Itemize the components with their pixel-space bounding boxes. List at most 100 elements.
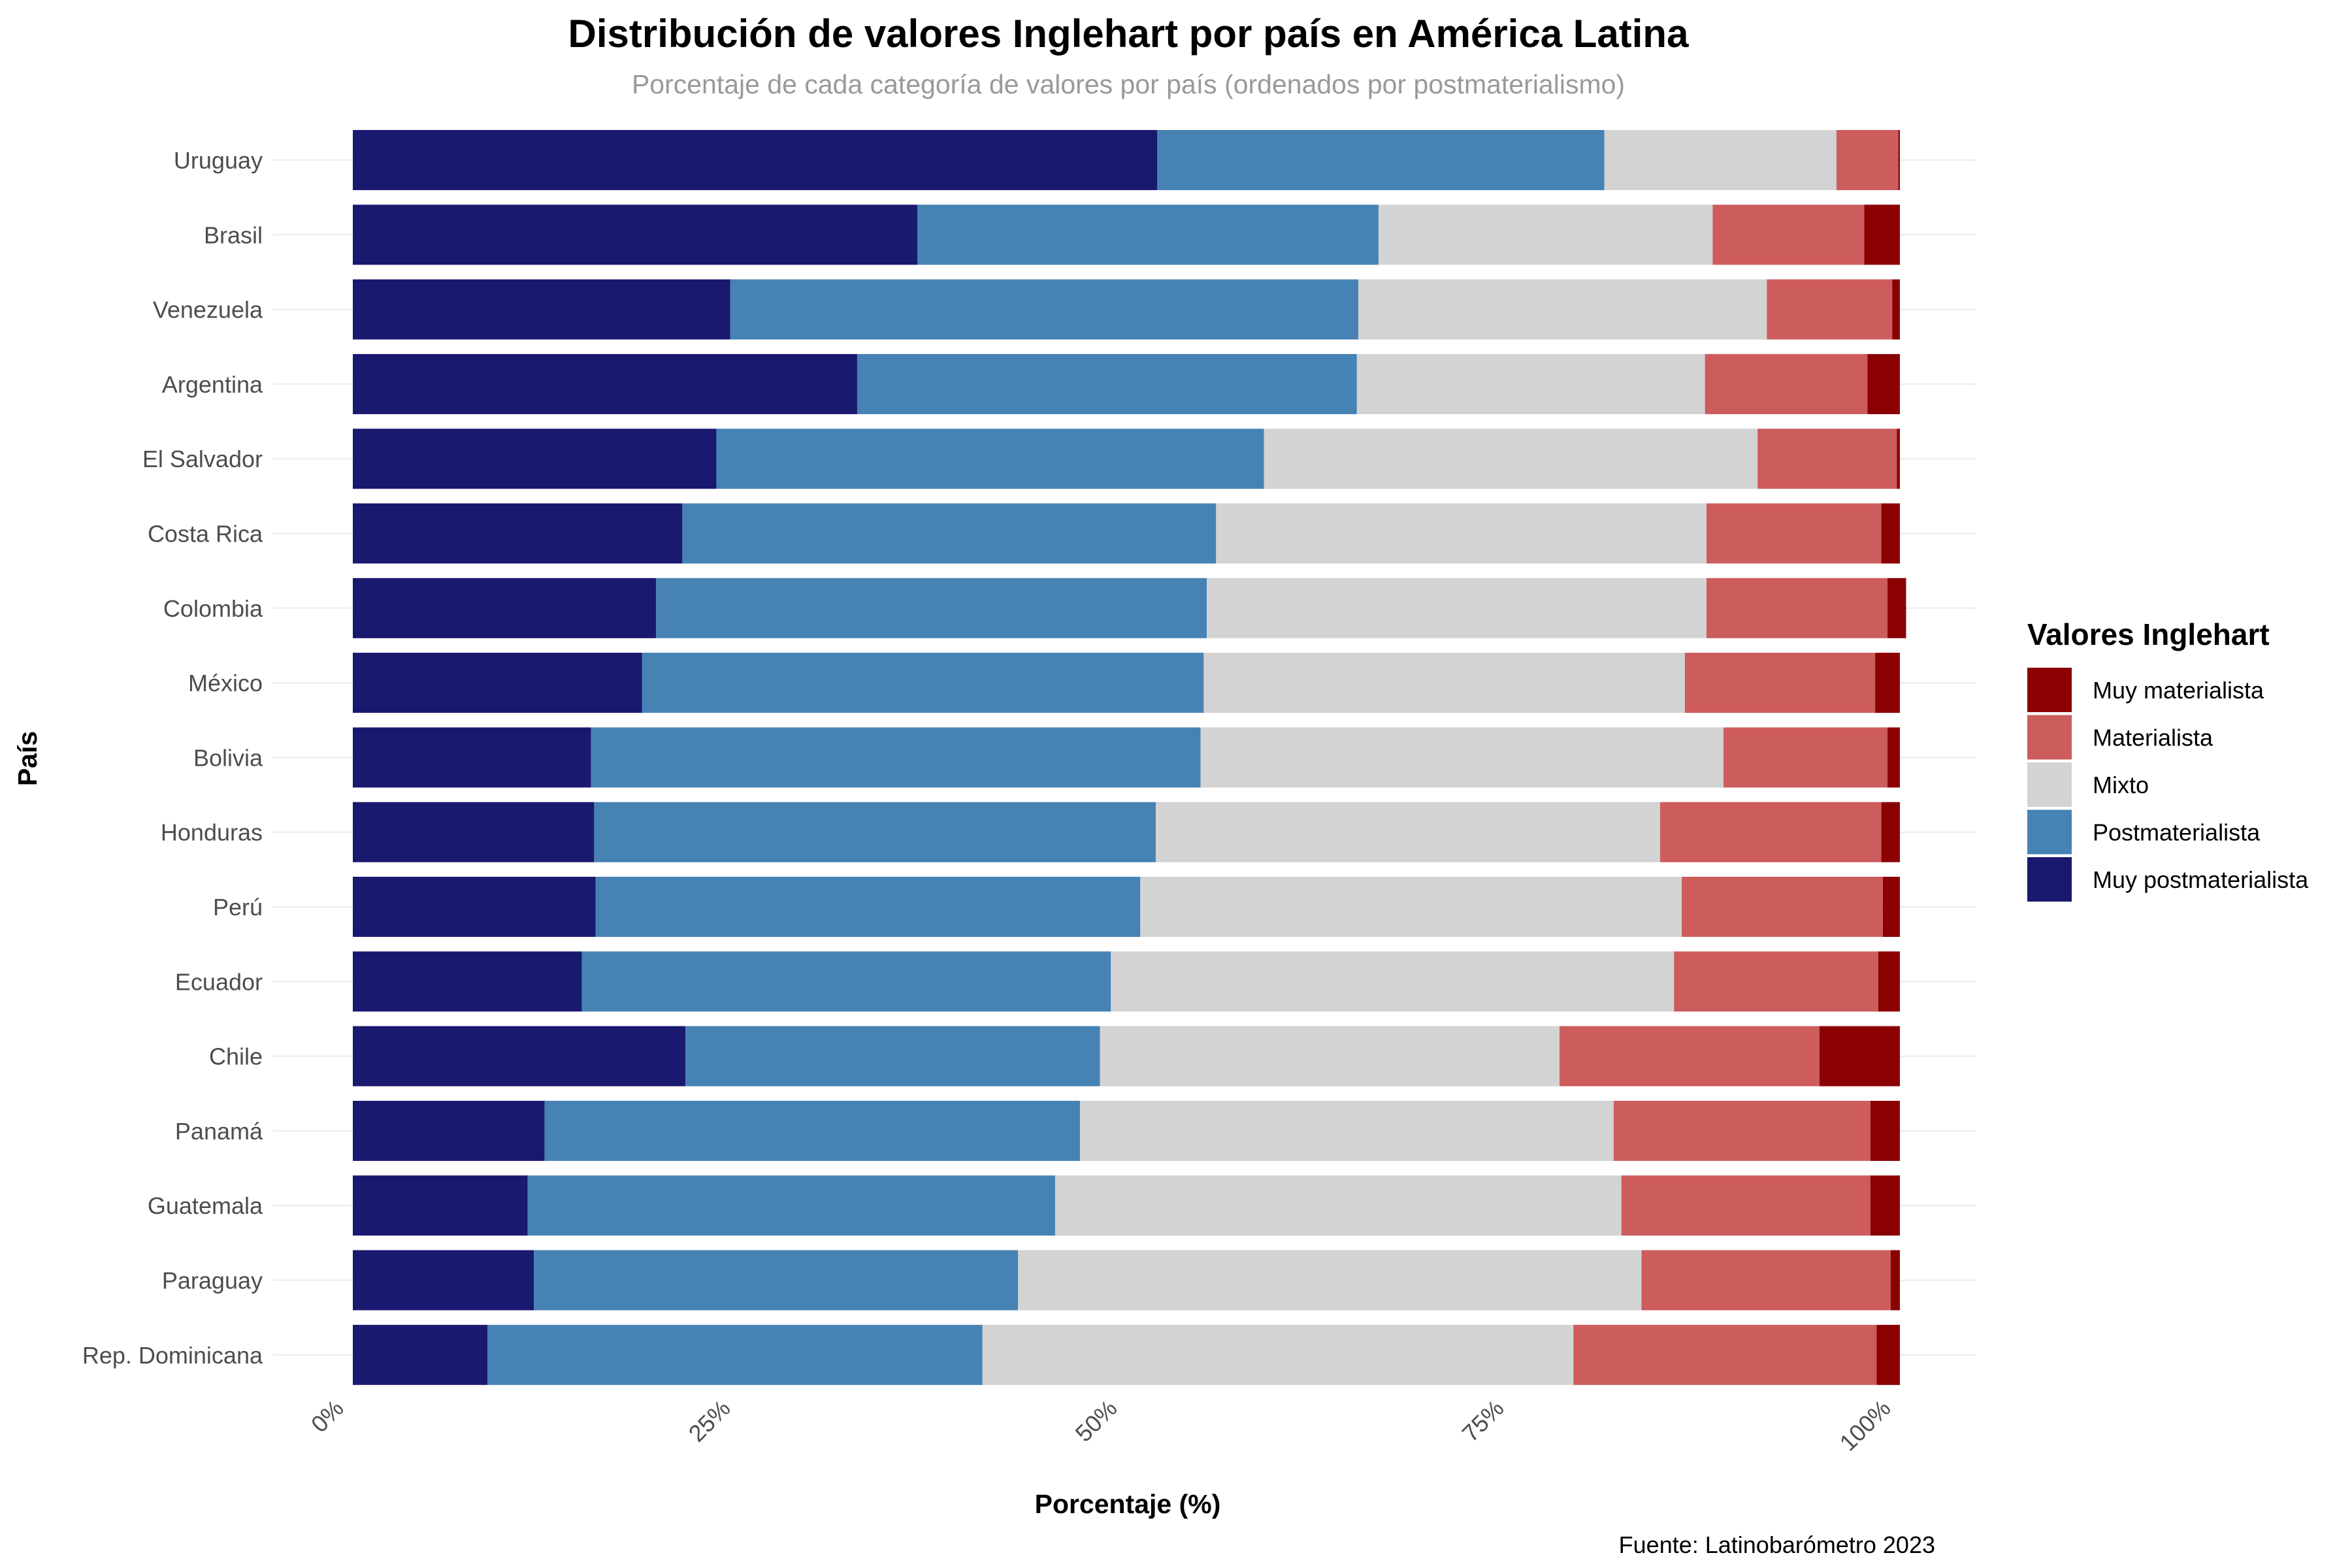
bar-segment	[544, 1100, 1080, 1161]
legend-label: Postmaterialista	[2093, 819, 2261, 846]
bar-segment	[527, 1175, 1056, 1236]
bar-segment	[1560, 1026, 1820, 1086]
bar-segment	[656, 578, 1207, 638]
bar-segment	[353, 802, 595, 862]
y-tick-label: Colombia	[163, 595, 263, 622]
y-tick-label: Uruguay	[174, 147, 263, 174]
bar-segment	[1819, 1026, 1900, 1086]
bar-segment	[1055, 1175, 1622, 1236]
bar-segment	[1876, 1324, 1900, 1385]
bar-segment	[1707, 503, 1882, 564]
y-tick-label: Honduras	[161, 819, 263, 846]
bar-segment	[353, 578, 657, 638]
legend-label: Muy materialista	[2093, 677, 2264, 704]
bar-segment	[1604, 130, 1837, 190]
y-tick-label: Chile	[209, 1043, 263, 1070]
bar-segment	[1200, 727, 1724, 788]
bar-segment	[1707, 578, 1888, 638]
y-tick-label: Perú	[213, 894, 263, 921]
legend-swatch	[2027, 715, 2072, 760]
bar-segment	[1705, 353, 1868, 414]
bar-segment	[591, 727, 1201, 788]
bar-segment	[1867, 353, 1900, 414]
bar-segment	[642, 653, 1204, 713]
bar-segment	[1887, 578, 1906, 638]
y-tick-label: Rep. Dominicana	[82, 1342, 263, 1369]
bar-segment	[1882, 877, 1900, 937]
bar-segment	[1897, 429, 1900, 489]
legend-label: Muy postmaterialista	[2093, 866, 2309, 893]
bar-segment	[1641, 1250, 1891, 1311]
bar-segment	[1111, 951, 1674, 1012]
bar-segment	[1682, 877, 1883, 937]
y-tick-label: Paraguay	[162, 1267, 263, 1294]
bar-segment	[1898, 130, 1900, 190]
y-tick-label: Venezuela	[153, 297, 263, 323]
x-tick-label: 75%	[1457, 1395, 1509, 1447]
bar-segment	[353, 1250, 534, 1311]
x-tick-label: 0%	[306, 1395, 349, 1438]
bar-segment	[1573, 1324, 1877, 1385]
bar-segment	[1621, 1175, 1871, 1236]
bar-segment	[1887, 727, 1900, 788]
bar-segment	[1870, 1100, 1900, 1161]
bar-segment	[1157, 130, 1605, 190]
bar-segment	[534, 1250, 1019, 1311]
bar-segment	[1684, 653, 1876, 713]
y-tick-label: Costa Rica	[148, 521, 263, 547]
bar-segment	[594, 802, 1156, 862]
bar-segment	[1875, 653, 1900, 713]
y-tick-label: México	[188, 670, 263, 696]
bar-segment	[353, 503, 683, 564]
x-tick-label: 25%	[683, 1395, 736, 1447]
bar-segment	[353, 353, 857, 414]
legend-title: Valores Inglehart	[2027, 617, 2270, 651]
bar-segment	[353, 1026, 686, 1086]
bar-segment	[581, 951, 1111, 1012]
bar-segment	[1140, 877, 1682, 937]
y-tick-label: Panamá	[175, 1118, 263, 1145]
y-tick-label: Bolivia	[193, 744, 263, 771]
y-tick-label: Ecuador	[175, 968, 263, 995]
bar-segment	[1018, 1250, 1642, 1311]
bar-segment	[353, 653, 642, 713]
y-tick-label: Guatemala	[148, 1192, 263, 1219]
bar-segment	[353, 727, 591, 788]
bar-segment	[353, 877, 596, 937]
x-tick-label: 100%	[1835, 1395, 1896, 1456]
legend-swatch	[2027, 809, 2072, 855]
x-tick-label: 50%	[1070, 1395, 1122, 1447]
y-tick-label: Argentina	[162, 371, 263, 398]
chart-title: Distribución de valores Inglehart por pa…	[568, 12, 1690, 56]
bar-segment	[1358, 279, 1767, 340]
bar-segment	[353, 1100, 545, 1161]
bar-segment	[1757, 429, 1897, 489]
caption: Fuente: Latinobarómetro 2023	[1619, 1531, 1935, 1558]
bar-segment	[353, 1324, 488, 1385]
bar-segment	[1864, 204, 1900, 265]
y-axis-title: País	[12, 731, 42, 786]
bars	[353, 130, 1906, 1385]
bar-segment	[1378, 204, 1713, 265]
bar-segment	[1613, 1100, 1871, 1161]
chart-subtitle: Porcentaje de cada categoría de valores …	[632, 69, 1625, 99]
bar-segment	[353, 1175, 528, 1236]
bar-segment	[1216, 503, 1707, 564]
x-axis-ticks: 0% 25% 50% 75% 100%	[306, 1395, 1896, 1456]
bar-segment	[1659, 802, 1882, 862]
y-tick-label: Brasil	[204, 221, 263, 248]
bar-segment	[917, 204, 1379, 265]
bar-segment	[716, 429, 1264, 489]
bar-segment	[1264, 429, 1758, 489]
bar-segment	[1881, 503, 1900, 564]
legend-swatch	[2027, 668, 2072, 712]
bar-segment	[857, 353, 1357, 414]
y-tick-label: El Salvador	[142, 446, 263, 472]
bar-segment	[353, 951, 582, 1012]
bar-segment	[353, 429, 717, 489]
legend-swatch	[2027, 762, 2072, 807]
bar-segment	[1674, 951, 1878, 1012]
bar-segment	[353, 130, 1158, 190]
x-axis-title: Porcentaje (%)	[1035, 1489, 1221, 1519]
